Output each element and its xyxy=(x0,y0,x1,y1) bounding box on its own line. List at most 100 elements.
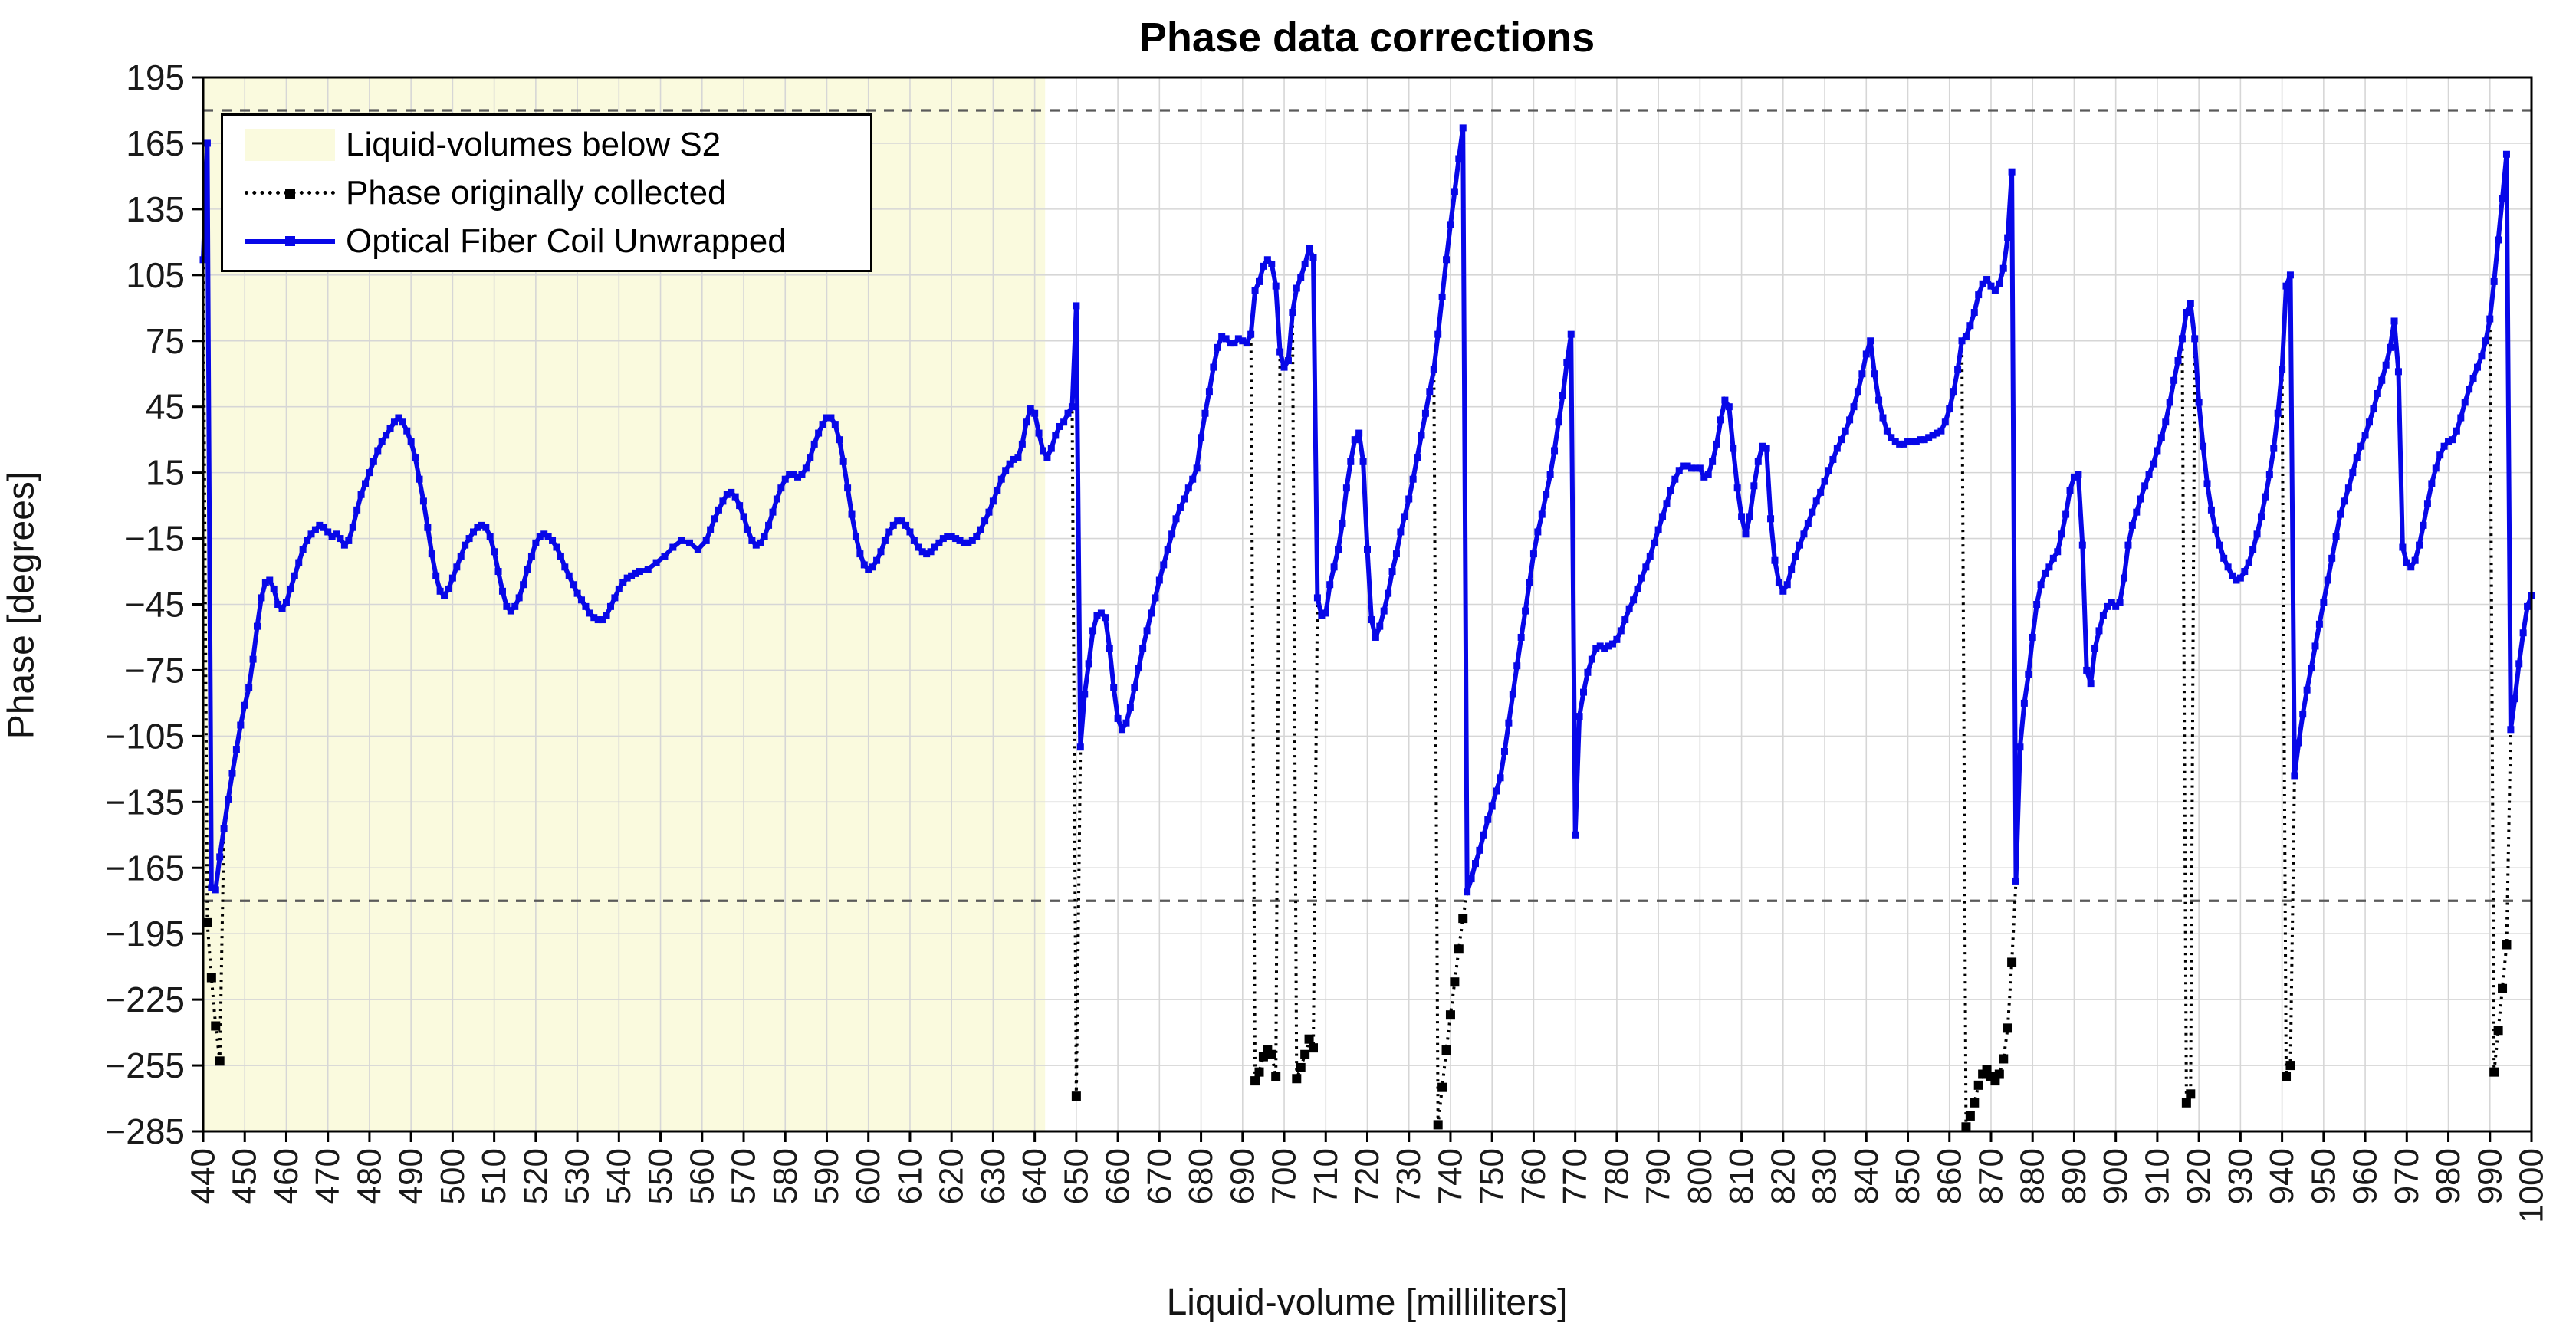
unwrapped-marker xyxy=(2099,612,2107,619)
x-tick-label: 790 xyxy=(1640,1148,1677,1204)
unwrapped-marker xyxy=(1725,403,1733,411)
unwrapped-marker xyxy=(340,541,348,549)
unwrapped-marker xyxy=(328,533,336,540)
unwrapped-marker xyxy=(2045,563,2053,571)
unwrapped-marker xyxy=(1717,416,1724,424)
unwrapped-marker xyxy=(270,585,278,592)
unwrapped-marker xyxy=(1280,363,1288,371)
unwrapped-marker xyxy=(1418,432,1425,439)
unwrapped-marker xyxy=(274,601,282,608)
x-tick-label: 610 xyxy=(891,1148,928,1204)
unwrapped-marker xyxy=(869,563,876,571)
unwrapped-marker xyxy=(1181,495,1188,503)
x-tick-label: 930 xyxy=(2222,1148,2259,1204)
unwrapped-marker xyxy=(1526,579,1533,586)
unwrapped-marker xyxy=(1937,427,1945,435)
unwrapped-marker xyxy=(1198,434,1205,441)
unwrapped-marker xyxy=(515,594,523,602)
unwrapped-marker xyxy=(2270,445,2278,452)
y-tick-label: −165 xyxy=(105,848,185,888)
unwrapped-marker xyxy=(2507,726,2515,734)
unwrapped-marker xyxy=(254,622,261,630)
unwrapped-marker xyxy=(1563,359,1571,366)
unwrapped-marker xyxy=(1601,645,1608,652)
x-tick-label: 500 xyxy=(434,1148,472,1204)
unwrapped-marker xyxy=(840,458,847,465)
unwrapped-marker xyxy=(2241,568,2249,576)
unwrapped-marker xyxy=(2004,234,2012,241)
unwrapped-marker xyxy=(844,484,852,492)
y-tick-label: −135 xyxy=(105,782,185,822)
unwrapped-marker xyxy=(1126,704,1134,711)
unwrapped-marker xyxy=(266,576,274,584)
unwrapped-marker xyxy=(865,566,872,573)
unwrapped-marker xyxy=(611,594,619,602)
unwrapped-marker xyxy=(1671,475,1679,483)
unwrapped-marker xyxy=(1608,640,1616,648)
unwrapped-marker xyxy=(1359,458,1367,465)
unwrapped-marker xyxy=(1392,550,1400,558)
unwrapped-marker xyxy=(2344,484,2352,492)
unwrapped-marker xyxy=(719,497,727,505)
unwrapped-marker xyxy=(366,469,373,477)
unwrapped-marker xyxy=(1912,438,1920,446)
unwrapped-marker xyxy=(1139,645,1147,652)
collected-marker xyxy=(1458,914,1468,924)
unwrapped-marker xyxy=(2295,739,2302,747)
legend-swatch-collected xyxy=(223,189,346,199)
y-tick-label: −45 xyxy=(125,585,185,625)
unwrapped-marker xyxy=(1842,427,1849,435)
x-tick-label: 750 xyxy=(1474,1148,1511,1204)
x-tick-label: 510 xyxy=(475,1148,513,1204)
unwrapped-marker xyxy=(2407,563,2415,571)
unwrapped-marker xyxy=(524,566,531,573)
unwrapped-marker xyxy=(1010,455,1018,463)
unwrapped-marker xyxy=(977,526,984,533)
unwrapped-marker xyxy=(449,574,456,582)
x-tick-label: 800 xyxy=(1681,1148,1719,1204)
x-tick-label: 640 xyxy=(1016,1148,1053,1204)
unwrapped-marker xyxy=(1929,432,1937,439)
unwrapped-marker xyxy=(1234,335,1242,343)
unwrapped-marker xyxy=(1093,612,1101,619)
unwrapped-marker xyxy=(1538,510,1546,518)
unwrapped-marker xyxy=(2399,543,2407,551)
unwrapped-marker xyxy=(827,414,835,422)
unwrapped-marker xyxy=(2416,541,2423,549)
unwrapped-marker xyxy=(353,506,361,514)
unwrapped-marker xyxy=(1335,546,1342,553)
unwrapped-marker xyxy=(2312,642,2319,650)
unwrapped-marker xyxy=(711,515,718,523)
unwrapped-marker xyxy=(1812,497,1820,505)
x-axis-label: Liquid-volume [milliliters] xyxy=(1166,1282,1568,1323)
unwrapped-marker xyxy=(1572,831,1579,839)
y-tick-label: 45 xyxy=(146,387,185,427)
unwrapped-marker xyxy=(661,552,669,560)
unwrapped-marker xyxy=(1426,388,1434,396)
unwrapped-marker xyxy=(2341,497,2348,505)
unwrapped-marker xyxy=(2466,386,2473,393)
unwrapped-marker xyxy=(1351,436,1359,444)
unwrapped-marker xyxy=(570,581,577,589)
collected-marker xyxy=(2186,1089,2196,1099)
unwrapped-marker xyxy=(807,454,814,461)
unwrapped-marker xyxy=(1821,478,1829,485)
unwrapped-marker xyxy=(1891,438,1899,446)
unwrapped-marker xyxy=(1950,388,1957,396)
collected-marker xyxy=(1441,1045,1451,1055)
unwrapped-marker xyxy=(345,537,353,544)
unwrapped-marker xyxy=(715,506,722,514)
unwrapped-marker xyxy=(2502,150,2510,158)
unwrapped-marker xyxy=(2420,521,2427,529)
unwrapped-marker xyxy=(2411,556,2419,564)
unwrapped-marker xyxy=(2029,633,2036,641)
unwrapped-marker xyxy=(1688,464,1696,472)
unwrapped-marker xyxy=(419,497,427,505)
unwrapped-marker xyxy=(1987,282,1995,290)
x-tick-label: 970 xyxy=(2388,1148,2426,1204)
unwrapped-marker xyxy=(495,568,502,576)
x-tick-label: 530 xyxy=(559,1148,596,1204)
unwrapped-marker xyxy=(2229,572,2236,579)
unwrapped-marker xyxy=(2449,436,2456,444)
unwrapped-marker xyxy=(386,425,394,432)
